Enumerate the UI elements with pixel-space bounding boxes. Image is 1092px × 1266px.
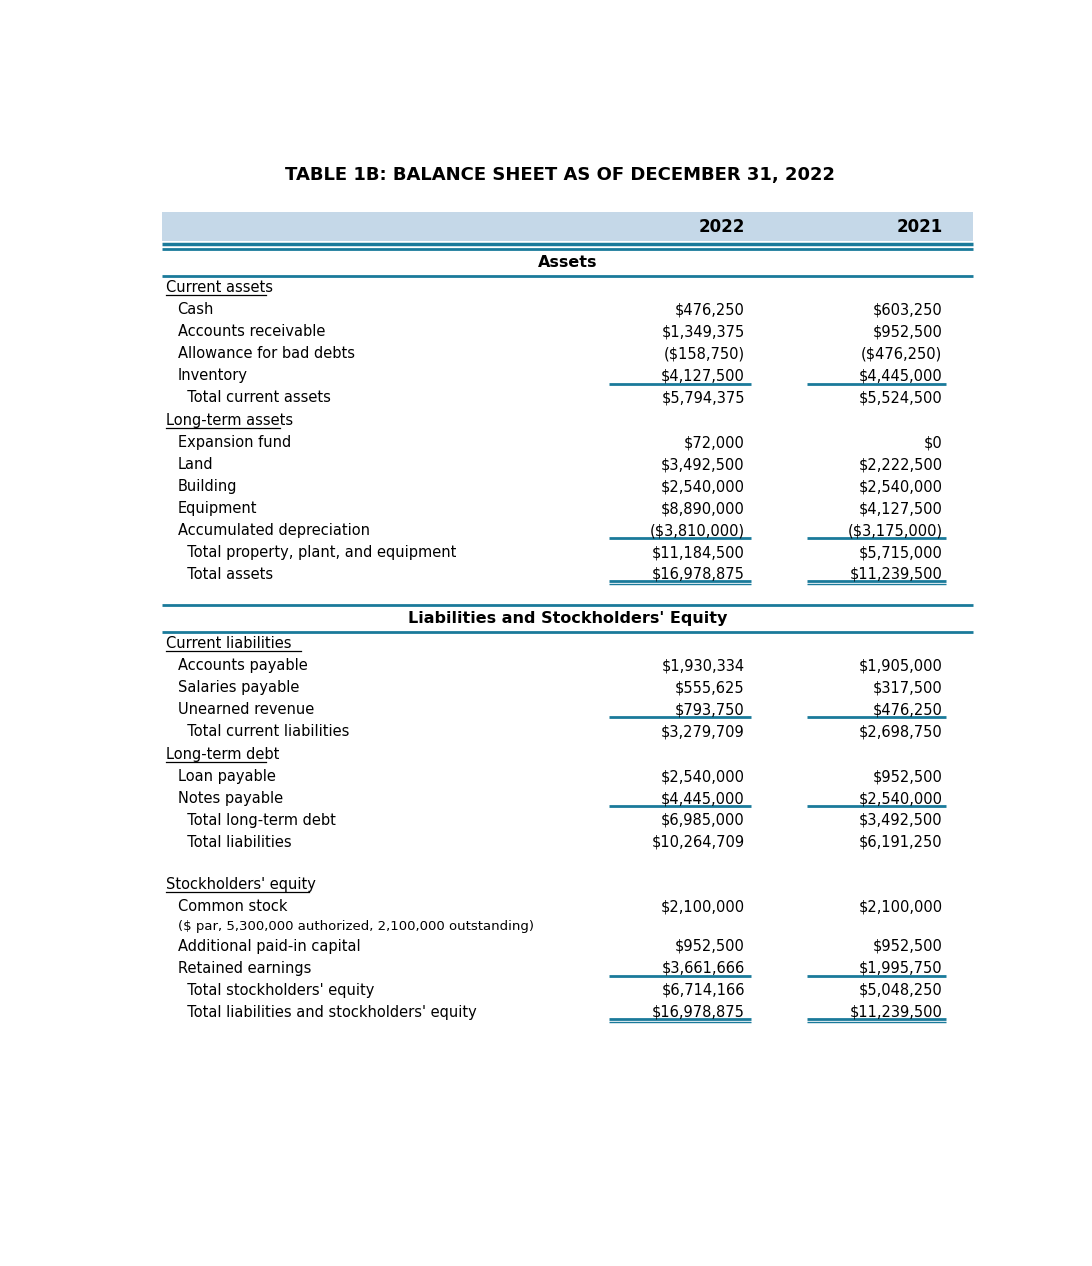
Text: $555,625: $555,625 — [675, 680, 745, 695]
Text: Equipment: Equipment — [178, 501, 257, 517]
Text: $5,524,500: $5,524,500 — [858, 390, 942, 405]
Text: Accumulated depreciation: Accumulated depreciation — [178, 523, 369, 538]
Text: $2,100,000: $2,100,000 — [858, 899, 942, 914]
Text: Total stockholders' equity: Total stockholders' equity — [178, 982, 373, 998]
Text: Accounts payable: Accounts payable — [178, 658, 307, 674]
Text: Notes payable: Notes payable — [178, 791, 283, 806]
Text: Total assets: Total assets — [178, 567, 273, 582]
Text: Additional paid-in capital: Additional paid-in capital — [178, 939, 360, 953]
Text: Total current assets: Total current assets — [178, 390, 331, 405]
Text: $476,250: $476,250 — [675, 303, 745, 318]
Text: Total liabilities: Total liabilities — [178, 834, 292, 849]
Text: Long-term debt: Long-term debt — [166, 747, 280, 762]
Text: $952,500: $952,500 — [675, 939, 745, 953]
Text: $952,500: $952,500 — [873, 324, 942, 339]
Text: $5,794,375: $5,794,375 — [662, 390, 745, 405]
Text: $603,250: $603,250 — [873, 303, 942, 318]
Text: Expansion fund: Expansion fund — [178, 436, 290, 451]
Text: $793,750: $793,750 — [675, 703, 745, 717]
Text: Loan payable: Loan payable — [178, 768, 275, 784]
Text: $1,905,000: $1,905,000 — [858, 658, 942, 674]
Text: Stockholders' equity: Stockholders' equity — [166, 876, 316, 891]
Text: $1,349,375: $1,349,375 — [662, 324, 745, 339]
Text: TABLE 1B: BALANCE SHEET AS OF DECEMBER 31, 2022: TABLE 1B: BALANCE SHEET AS OF DECEMBER 3… — [285, 166, 834, 184]
Text: $8,890,000: $8,890,000 — [661, 501, 745, 517]
Text: Total liabilities and stockholders' equity: Total liabilities and stockholders' equi… — [178, 1005, 476, 1019]
Text: $72,000: $72,000 — [684, 436, 745, 451]
Text: $16,978,875: $16,978,875 — [652, 567, 745, 582]
Text: Long-term assets: Long-term assets — [166, 413, 293, 428]
Text: $317,500: $317,500 — [873, 680, 942, 695]
Text: Retained earnings: Retained earnings — [178, 961, 311, 976]
Text: Current assets: Current assets — [166, 280, 273, 295]
Text: Total long-term debt: Total long-term debt — [178, 813, 335, 828]
Text: Unearned revenue: Unearned revenue — [178, 703, 313, 717]
Text: Assets: Assets — [537, 254, 597, 270]
Text: ($476,250): ($476,250) — [862, 347, 942, 361]
Text: $16,978,875: $16,978,875 — [652, 1005, 745, 1019]
Text: $0: $0 — [924, 436, 942, 451]
Text: $5,048,250: $5,048,250 — [858, 982, 942, 998]
Text: $6,191,250: $6,191,250 — [859, 834, 942, 849]
Text: Land: Land — [178, 457, 213, 472]
Text: ($158,750): ($158,750) — [664, 347, 745, 361]
Text: $6,714,166: $6,714,166 — [662, 982, 745, 998]
Text: $10,264,709: $10,264,709 — [652, 834, 745, 849]
Text: $11,184,500: $11,184,500 — [652, 544, 745, 560]
Text: $2,540,000: $2,540,000 — [858, 791, 942, 806]
Text: Current liabilities: Current liabilities — [166, 636, 292, 651]
Text: 2022: 2022 — [699, 218, 745, 235]
Text: $11,239,500: $11,239,500 — [850, 567, 942, 582]
Text: $2,540,000: $2,540,000 — [858, 479, 942, 494]
Text: Total property, plant, and equipment: Total property, plant, and equipment — [178, 544, 456, 560]
Text: $6,985,000: $6,985,000 — [661, 813, 745, 828]
Text: ($3,810,000): ($3,810,000) — [650, 523, 745, 538]
Text: $4,127,500: $4,127,500 — [858, 501, 942, 517]
Text: $952,500: $952,500 — [873, 768, 942, 784]
Text: $4,127,500: $4,127,500 — [661, 368, 745, 384]
Text: Salaries payable: Salaries payable — [178, 680, 299, 695]
Bar — [162, 211, 973, 242]
Text: ($3,175,000): ($3,175,000) — [847, 523, 942, 538]
Text: $3,492,500: $3,492,500 — [859, 813, 942, 828]
Text: $11,239,500: $11,239,500 — [850, 1005, 942, 1019]
Text: $2,222,500: $2,222,500 — [858, 457, 942, 472]
Text: Allowance for bad debts: Allowance for bad debts — [178, 347, 355, 361]
Text: $2,100,000: $2,100,000 — [661, 899, 745, 914]
Text: $952,500: $952,500 — [873, 939, 942, 953]
Text: $1,930,334: $1,930,334 — [662, 658, 745, 674]
Text: $2,698,750: $2,698,750 — [858, 724, 942, 739]
Text: Building: Building — [178, 479, 237, 494]
Text: $3,279,709: $3,279,709 — [661, 724, 745, 739]
Text: $1,995,750: $1,995,750 — [859, 961, 942, 976]
Text: $3,661,666: $3,661,666 — [662, 961, 745, 976]
Text: Liabilities and Stockholders' Equity: Liabilities and Stockholders' Equity — [407, 610, 727, 625]
Text: $5,715,000: $5,715,000 — [858, 544, 942, 560]
Text: Inventory: Inventory — [178, 368, 248, 384]
Text: $2,540,000: $2,540,000 — [661, 768, 745, 784]
Text: Cash: Cash — [178, 303, 214, 318]
Text: $4,445,000: $4,445,000 — [661, 791, 745, 806]
Text: $476,250: $476,250 — [873, 703, 942, 717]
Text: Accounts receivable: Accounts receivable — [178, 324, 325, 339]
Text: $3,492,500: $3,492,500 — [662, 457, 745, 472]
Text: ($ par, 5,300,000 authorized, 2,100,000 outstanding): ($ par, 5,300,000 authorized, 2,100,000 … — [178, 920, 534, 933]
Text: $2,540,000: $2,540,000 — [661, 479, 745, 494]
Text: $4,445,000: $4,445,000 — [858, 368, 942, 384]
Text: Total current liabilities: Total current liabilities — [178, 724, 349, 739]
Text: Common stock: Common stock — [178, 899, 287, 914]
Text: 2021: 2021 — [897, 218, 942, 235]
